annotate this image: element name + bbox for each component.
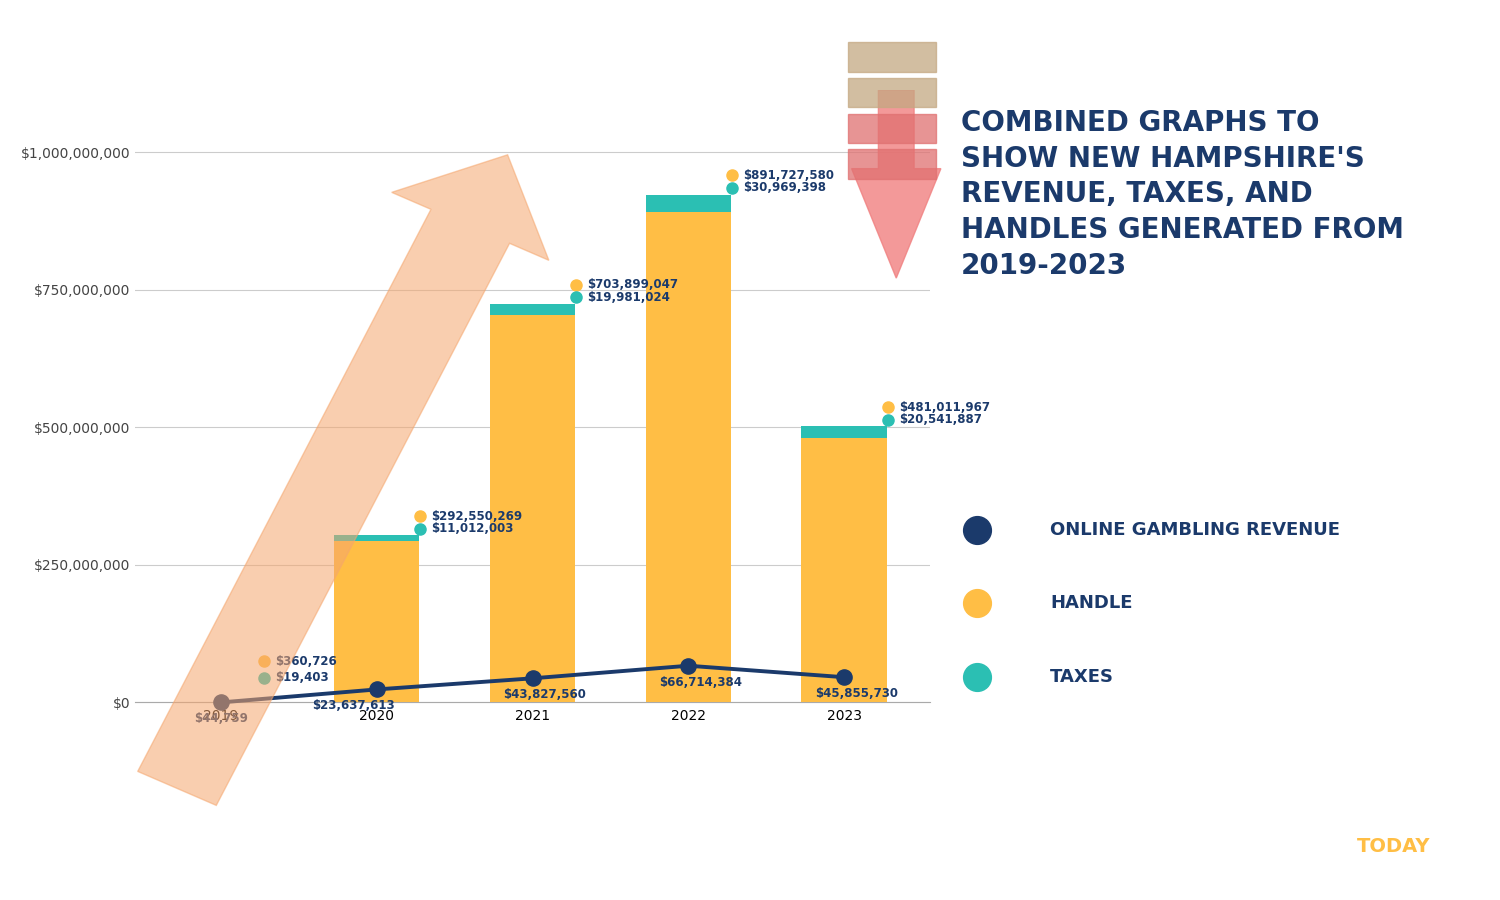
Text: $45,855,730: $45,855,730: [815, 687, 898, 700]
Point: [364, 682, 388, 697]
Text: $11,012,003: $11,012,003: [430, 522, 513, 536]
Text: $292,550,269: $292,550,269: [430, 509, 522, 523]
Text: $19,981,024: $19,981,024: [586, 291, 670, 304]
Bar: [645, 194, 732, 212]
Point: [676, 659, 700, 673]
Text: PLAY: PLAY: [1294, 837, 1348, 857]
Text: $360,726: $360,726: [276, 654, 338, 668]
Point: [520, 671, 544, 686]
Text: ONLINE GAMBLING REVENUE: ONLINE GAMBLING REVENUE: [1050, 520, 1340, 538]
Bar: [489, 315, 576, 702]
Text: HANDLE: HANDLE: [1050, 594, 1132, 612]
FancyArrow shape: [138, 155, 549, 806]
Bar: [847, 78, 936, 107]
Text: TODAY: TODAY: [1358, 837, 1431, 857]
Text: $20,541,887: $20,541,887: [898, 413, 981, 427]
Text: $66,714,384: $66,714,384: [660, 676, 742, 688]
Text: ▮: ▮: [1443, 840, 1450, 854]
FancyArrow shape: [852, 90, 940, 278]
Text: $481,011,967: $481,011,967: [898, 400, 990, 414]
Text: $23,637,613: $23,637,613: [312, 699, 394, 712]
Bar: [847, 42, 936, 72]
Text: $44,759: $44,759: [194, 712, 248, 725]
Bar: [847, 113, 936, 143]
Bar: [847, 149, 936, 178]
Bar: [801, 437, 886, 702]
Text: $703,899,047: $703,899,047: [586, 278, 678, 292]
Bar: [489, 304, 576, 315]
Bar: [333, 542, 420, 702]
Text: COMBINED GRAPHS TO
SHOW NEW HAMPSHIRE'S
REVENUE, TAXES, AND
HANDLES GENERATED FR: COMBINED GRAPHS TO SHOW NEW HAMPSHIRE'S …: [960, 109, 1404, 280]
Point: [209, 695, 232, 709]
Bar: [801, 427, 886, 437]
Text: TAXES: TAXES: [1050, 668, 1114, 686]
Text: $43,827,560: $43,827,560: [504, 688, 586, 701]
Text: $30,969,398: $30,969,398: [742, 182, 827, 194]
Text: $19,403: $19,403: [276, 671, 328, 684]
Bar: [645, 212, 732, 702]
Point: [833, 670, 856, 684]
Text: $891,727,580: $891,727,580: [742, 169, 834, 182]
Bar: [333, 536, 420, 542]
